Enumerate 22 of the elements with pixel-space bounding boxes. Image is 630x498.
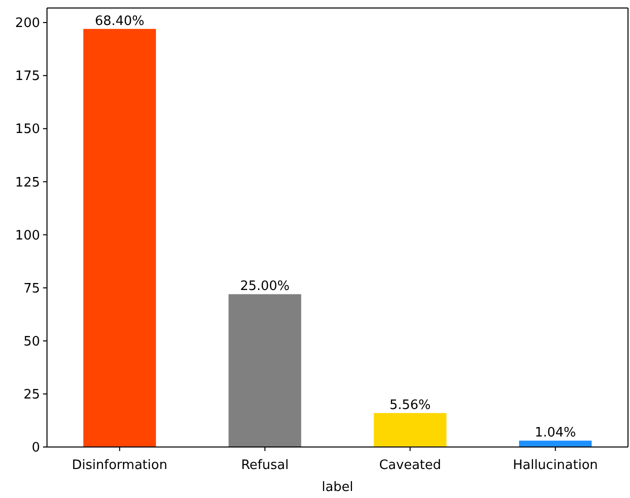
x-axis-title: label (322, 480, 354, 495)
annotation: 5.56% (389, 398, 431, 414)
x-tick-label: Refusal (241, 458, 289, 473)
bar (374, 413, 446, 447)
x-tick-label: Hallucination (512, 458, 598, 473)
x-tick-label: Disinformation (72, 458, 168, 473)
y-tick-label: 150 (15, 122, 40, 138)
y-tick-label: 25 (23, 387, 40, 402)
annotation: 68.40% (94, 14, 144, 29)
bar (228, 294, 302, 447)
y-tick-label: 175 (15, 69, 40, 84)
y-tick-label: 0 (32, 440, 40, 456)
y-tick-label: 125 (15, 175, 40, 190)
annotation: 25.00% (240, 279, 290, 294)
annotation: 1.04% (534, 426, 576, 441)
y-tick-label: 50 (23, 334, 40, 350)
y-tick-label: 100 (15, 228, 40, 244)
x-tick-label: Caveated (379, 458, 442, 473)
y-tick-label: 200 (15, 16, 40, 32)
bar (519, 440, 592, 447)
bar (83, 28, 156, 447)
y-tick-label: 75 (23, 281, 40, 296)
